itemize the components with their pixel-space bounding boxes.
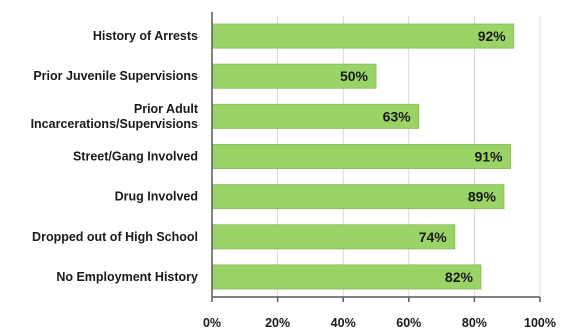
category-label-line: Prior Adult [134, 102, 199, 116]
data-label: 63% [383, 108, 412, 124]
category-label: No Employment History [56, 270, 198, 284]
category-label: History of Arrests [93, 29, 198, 43]
label-layer: 92% History of Arrests 50% Prior Juvenile S… [31, 28, 507, 285]
data-label: 89% [468, 189, 497, 205]
data-label: 91% [474, 149, 503, 165]
bar [211, 63, 377, 89]
category-label-line: Dropped out of High School [32, 230, 198, 244]
x-tick-label: 80% [462, 316, 487, 330]
category-label: Street/Gang Involved [73, 150, 198, 164]
bar-layer [211, 23, 515, 290]
bar [211, 184, 505, 210]
bar [211, 144, 511, 169]
category-label: Dropped out of High School [32, 230, 198, 244]
data-label: 50% [340, 68, 369, 84]
category-label-line: Prior Juvenile Supervisions [33, 69, 198, 83]
category-label-line: No Employment History [56, 270, 198, 284]
x-tick-label: 100% [524, 316, 556, 330]
category-label: Drug Involved [115, 190, 198, 204]
category-label-line: Incarcerations/Supervisions [31, 117, 198, 131]
x-tick-label: 40% [331, 316, 356, 330]
data-label: 74% [419, 229, 448, 245]
category-label-line: History of Arrests [93, 29, 198, 43]
bar [211, 224, 456, 250]
category-label-line: Street/Gang Involved [73, 150, 198, 164]
x-tick-label: 0% [203, 316, 221, 330]
category-label: Prior Juvenile Supervisions [33, 69, 198, 83]
axis-layer: 0% 20% 40% 60% 80% 100% [203, 12, 556, 330]
bar [211, 23, 515, 49]
data-label: 82% [445, 269, 474, 285]
x-tick-label: 60% [396, 316, 421, 330]
category-label: Prior Adult Incarcerations/Supervisions [31, 102, 199, 131]
data-label: 92% [478, 28, 507, 44]
bar [211, 264, 482, 290]
x-tick-label: 20% [265, 316, 290, 330]
category-label-line: Drug Involved [115, 190, 198, 204]
